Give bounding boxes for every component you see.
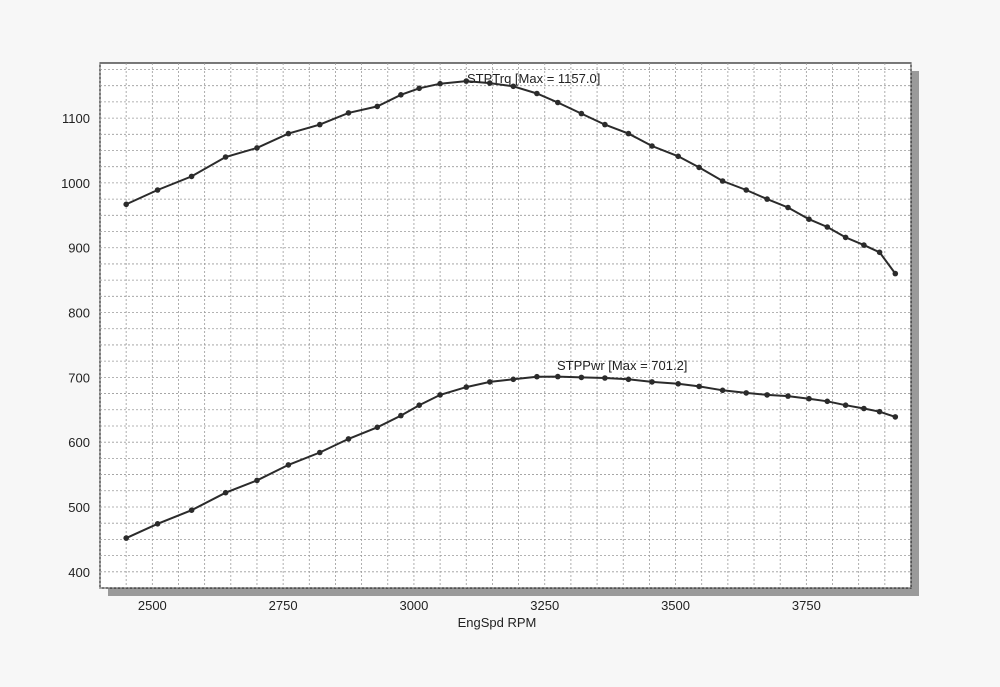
data-point-stptrq — [222, 154, 229, 160]
data-point-stptrq — [285, 130, 292, 137]
data-point-stptrq — [254, 145, 260, 151]
data-point-stptrq — [463, 78, 470, 84]
data-point-stppwr — [317, 449, 323, 456]
series-layer — [123, 78, 899, 541]
data-point-stptrq — [154, 187, 161, 193]
data-point-stppwr — [824, 398, 831, 405]
y-tick-label: 1000 — [61, 176, 90, 191]
x-axis-title: EngSpd RPM — [458, 615, 537, 630]
y-tick-label: 500 — [68, 500, 90, 515]
data-point-stptrq — [719, 178, 726, 184]
data-point-stptrq — [555, 99, 561, 106]
x-tick-label: 3500 — [661, 598, 690, 613]
data-point-stppwr — [625, 376, 632, 383]
data-point-stppwr — [345, 436, 352, 442]
data-point-stptrq — [317, 121, 323, 128]
data-point-stppwr — [374, 424, 381, 431]
data-point-stppwr — [785, 393, 791, 399]
data-point-stppwr — [188, 507, 195, 513]
data-point-stptrq — [785, 204, 791, 211]
data-point-stptrq — [743, 187, 749, 193]
data-point-stptrq — [345, 110, 352, 116]
data-point-stppwr — [398, 412, 404, 419]
data-point-stptrq — [578, 110, 585, 117]
data-point-stptrq — [416, 85, 423, 92]
data-point-stptrq — [188, 173, 195, 180]
x-tick-label: 2750 — [269, 598, 298, 613]
data-point-stppwr — [743, 390, 749, 396]
data-point-stptrq — [602, 121, 608, 128]
data-point-stppwr — [254, 477, 260, 484]
data-point-stptrq — [824, 224, 831, 230]
data-point-stptrq — [696, 164, 702, 171]
data-point-stppwr — [487, 379, 493, 385]
data-point-stppwr — [842, 402, 849, 409]
data-point-stppwr — [806, 395, 812, 402]
data-point-stppwr — [285, 462, 292, 468]
data-point-stptrq — [876, 249, 883, 256]
data-point-stppwr — [602, 375, 608, 381]
data-point-stptrq — [892, 270, 899, 277]
data-point-stptrq — [625, 130, 632, 137]
data-point-stppwr — [437, 392, 443, 398]
x-tick-labels: 2500 2750 3000 3250 3500 3750 — [138, 598, 821, 613]
data-point-stptrq — [123, 201, 129, 208]
data-point-stptrq — [487, 80, 493, 86]
x-tick-label: 3250 — [530, 598, 559, 613]
data-point-stptrq — [398, 92, 404, 98]
y-tick-label: 1100 — [62, 111, 90, 126]
data-point-stppwr — [675, 381, 681, 387]
grid — [99, 63, 912, 589]
x-tick-label: 2500 — [138, 598, 167, 613]
y-tick-label: 900 — [68, 241, 90, 256]
x-tick-label: 3000 — [399, 598, 428, 613]
data-point-stppwr — [578, 374, 585, 381]
data-point-stppwr — [510, 376, 517, 383]
x-tick-label: 3750 — [792, 598, 821, 613]
y-tick-label: 800 — [68, 306, 90, 321]
power-max-annotation: STPPwr [Max = 701.2] — [557, 358, 687, 373]
plot-area — [99, 62, 912, 589]
y-tick-label: 700 — [68, 370, 90, 385]
data-point-stppwr — [764, 392, 770, 398]
y-tick-labels: 400 500 600 700 800 900 1000 1100 — [61, 111, 90, 580]
data-point-stppwr — [861, 405, 867, 412]
data-point-stppwr — [463, 384, 470, 390]
data-point-stptrq — [842, 234, 849, 241]
data-point-stptrq — [806, 216, 812, 222]
data-point-stppwr — [876, 408, 883, 415]
y-tick-label: 400 — [68, 565, 90, 580]
data-point-stptrq — [764, 196, 770, 202]
data-point-stppwr — [154, 521, 161, 527]
data-point-stppwr — [222, 489, 229, 496]
data-point-stptrq — [649, 143, 655, 149]
data-point-stptrq — [510, 83, 517, 90]
data-point-stppwr — [696, 383, 702, 390]
data-point-stppwr — [649, 379, 655, 385]
y-tick-label: 600 — [68, 435, 90, 450]
data-point-stptrq — [675, 153, 681, 160]
data-point-stppwr — [416, 402, 423, 409]
data-point-stptrq — [437, 80, 443, 87]
data-point-stptrq — [861, 242, 867, 248]
data-point-stppwr — [555, 373, 561, 380]
data-point-stppwr — [719, 387, 726, 394]
torque-max-annotation: STPTrq [Max = 1157.0] — [467, 71, 600, 86]
data-point-stptrq — [374, 103, 381, 110]
data-point-stppwr — [123, 535, 129, 541]
data-point-stppwr — [534, 373, 540, 380]
data-point-stptrq — [534, 90, 540, 97]
data-point-stppwr — [892, 414, 899, 420]
